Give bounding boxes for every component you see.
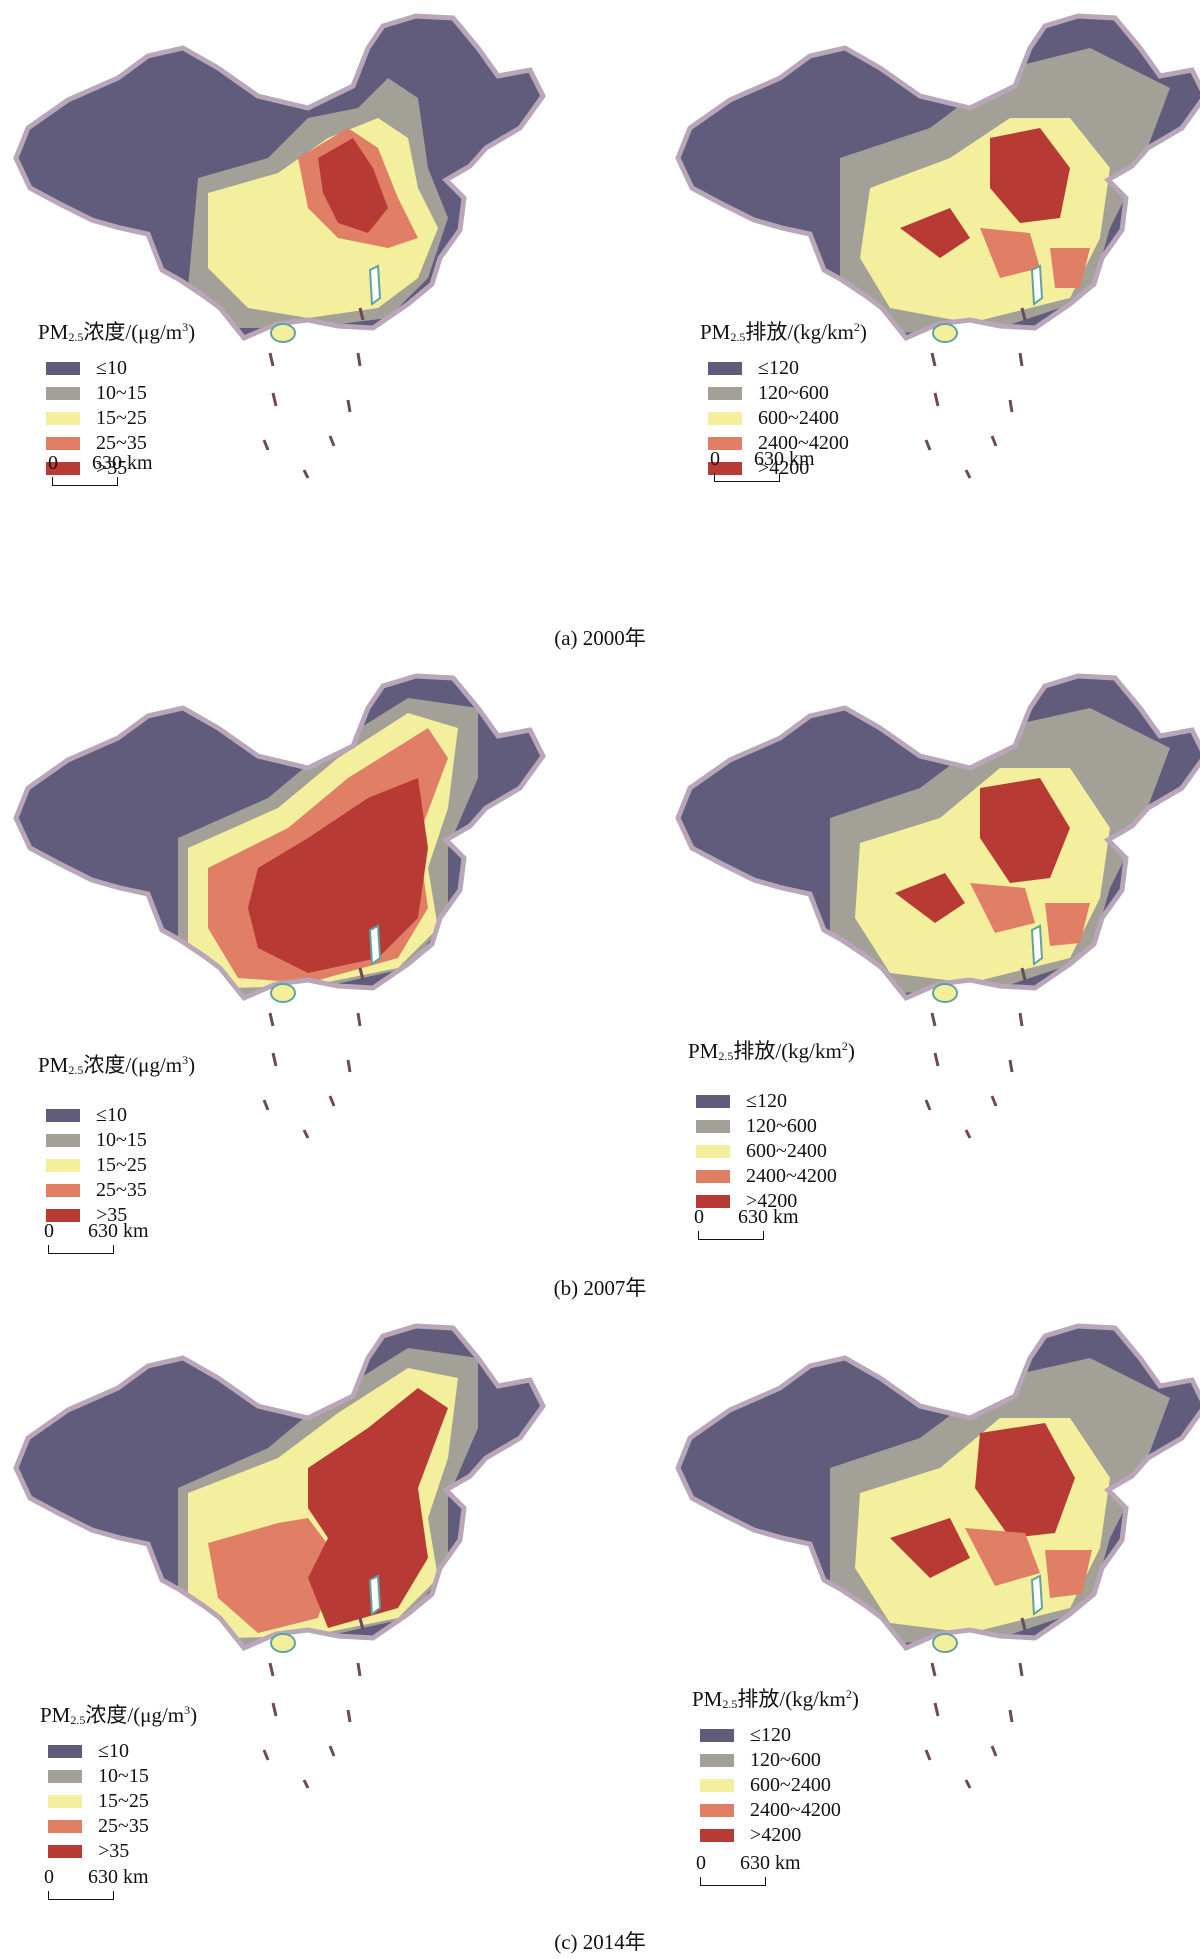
legend-item: 2400~4200 [692, 1798, 859, 1823]
caption-c: (c) 2014年 [554, 1930, 646, 1954]
legend-title: PM2.5排放/(kg/km2) [700, 320, 867, 344]
legend-item: ≤10 [38, 356, 195, 381]
taiwan-island [368, 264, 382, 306]
legend-item: 600~2400 [688, 1139, 855, 1164]
legend-item: 10~15 [38, 1128, 195, 1153]
map-a-concentration-svg [8, 8, 548, 479]
legend-a-concentration: PM2.5浓度/(μg/m3) ≤10 10~15 15~25 25~35 >3… [38, 315, 195, 481]
legend-item: >4200 [700, 456, 867, 481]
map-b-emission [670, 668, 1200, 1148]
scale-bar-c-right: 0 630 km [696, 1852, 801, 1886]
legend-item: 600~2400 [700, 406, 867, 431]
legend-item: >35 [40, 1839, 197, 1864]
scale-bar-b-left: 0 630 km [44, 1220, 149, 1254]
legend-b-concentration: PM2.5浓度/(μg/m3) ≤10 10~15 15~25 25~35 >3… [38, 1053, 196, 1228]
caption-b: (b) 2007年 [553, 1276, 647, 1300]
map-b-concentration [8, 668, 548, 1148]
map-c-concentration [8, 1318, 548, 1798]
legend-item: 15~25 [40, 1789, 197, 1814]
hainan-island [270, 323, 296, 343]
legend-item: 15~25 [38, 1153, 195, 1178]
legend-item: 120~600 [688, 1114, 855, 1139]
scale-bar-c-left: 0 630 km [44, 1866, 149, 1900]
legend-item: 25~35 [40, 1814, 197, 1839]
map-a-emission [670, 8, 1200, 488]
scale-bar-a-left: 0 630 km [48, 452, 153, 486]
legend-item: 120~600 [692, 1748, 859, 1773]
legend-item: 10~15 [38, 381, 195, 406]
legend-item: ≤120 [688, 1089, 855, 1114]
map-c-emission [670, 1318, 1200, 1798]
scale-bar-a-right: 0 630 km [710, 448, 815, 482]
map-a-emission-svg [670, 8, 1200, 479]
map-a-concentration [8, 8, 548, 488]
legend-item: 15~25 [38, 406, 195, 431]
legend-item: >35 [38, 1203, 195, 1228]
legend-c-concentration: PM2.5浓度/(μg/m3) ≤10 10~15 15~25 25~35 >3… [40, 1703, 198, 1864]
map-region-gt35 [318, 138, 388, 233]
legend-item: ≤120 [692, 1723, 859, 1748]
legend-item: 2400~4200 [688, 1164, 855, 1189]
legend-item: >35 [38, 456, 195, 481]
legend-item: 25~35 [38, 1178, 195, 1203]
legend-item: 10~15 [40, 1764, 197, 1789]
legend-item: ≤120 [700, 356, 867, 381]
caption-a: (a) 2000年 [554, 626, 646, 650]
nine-dash-line [262, 307, 365, 479]
legend-a-emission: PM2.5排放/(kg/km2) ≤120 120~600 600~2400 2… [700, 315, 867, 481]
scale-bar-b-right: 0 630 km [694, 1206, 799, 1240]
legend-item: 25~35 [38, 431, 195, 456]
legend-item: >4200 [692, 1823, 859, 1848]
legend-item: 120~600 [700, 381, 867, 406]
legend-item: 600~2400 [692, 1773, 859, 1798]
legend-item: >4200 [688, 1189, 855, 1214]
legend-c-emission: PM2.5排放/(kg/km2) ≤120 120~600 600~2400 2… [692, 1687, 859, 1848]
legend-item: ≤10 [40, 1739, 197, 1764]
legend-title: PM2.5浓度/(μg/m3) [38, 320, 196, 344]
legend-item: 2400~4200 [700, 431, 867, 456]
legend-b-emission: PM2.5排放/(kg/km2) ≤120 120~600 600~2400 2… [688, 1039, 855, 1214]
legend-item: ≤10 [38, 1103, 195, 1128]
